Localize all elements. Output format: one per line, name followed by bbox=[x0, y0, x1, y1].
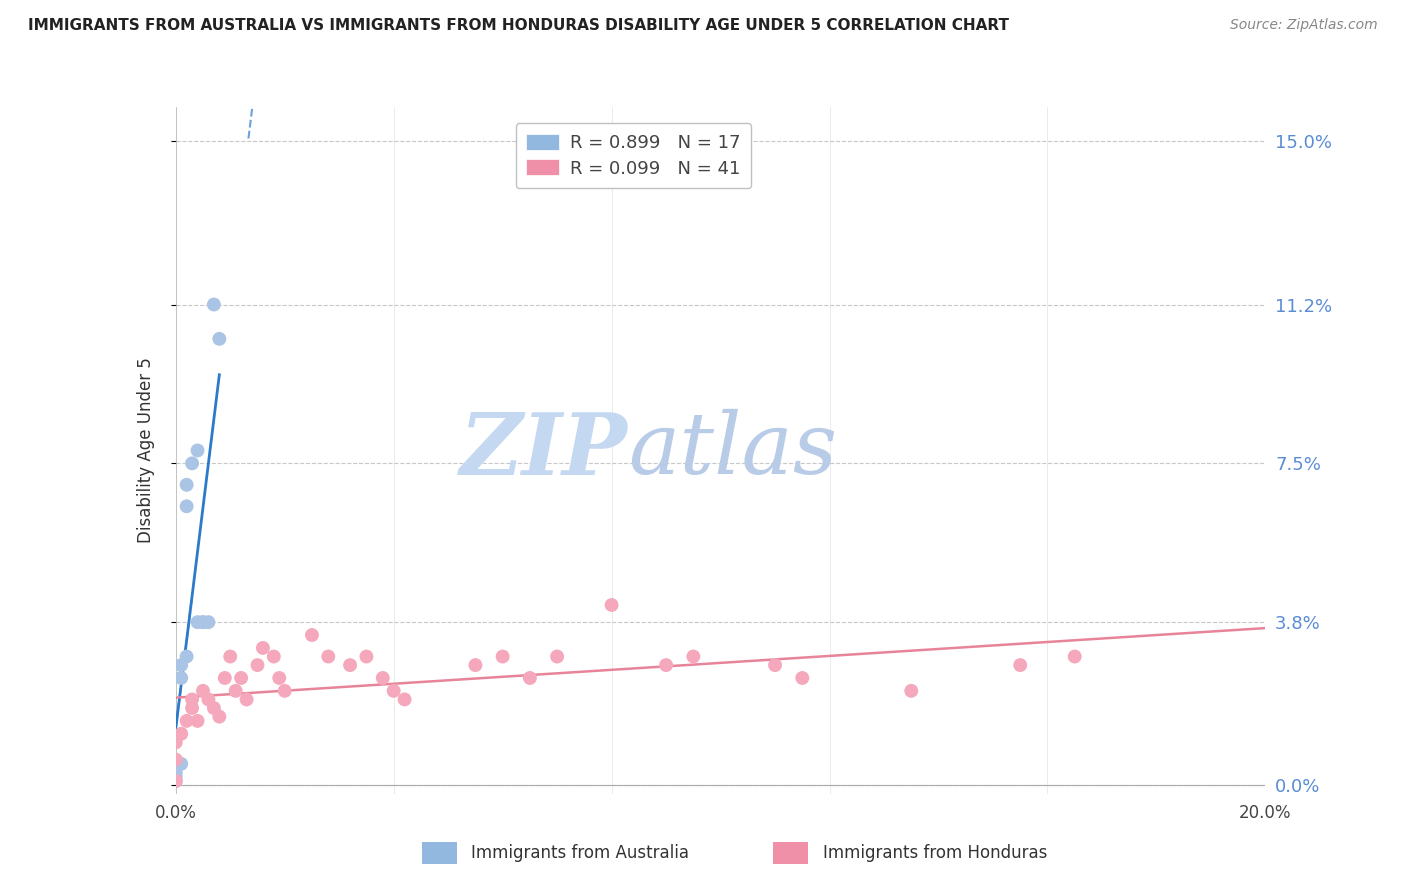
Point bbox=[246, 658, 269, 673]
Point bbox=[208, 709, 231, 723]
Point bbox=[186, 443, 209, 458]
Point bbox=[197, 615, 219, 630]
Point bbox=[170, 756, 193, 771]
Point bbox=[181, 701, 204, 715]
Point bbox=[208, 332, 231, 346]
Point bbox=[202, 297, 225, 311]
Point bbox=[269, 671, 291, 685]
Text: Immigrants from Honduras: Immigrants from Honduras bbox=[823, 844, 1047, 862]
Point bbox=[900, 683, 922, 698]
Point bbox=[165, 770, 187, 784]
Point bbox=[655, 658, 678, 673]
Point bbox=[170, 727, 193, 741]
Point bbox=[274, 683, 297, 698]
Point bbox=[176, 714, 198, 728]
Text: Source: ZipAtlas.com: Source: ZipAtlas.com bbox=[1230, 18, 1378, 32]
Point bbox=[225, 683, 247, 698]
Point bbox=[301, 628, 323, 642]
Point bbox=[318, 649, 340, 664]
Point bbox=[263, 649, 285, 664]
FancyBboxPatch shape bbox=[422, 842, 457, 863]
Point bbox=[339, 658, 361, 673]
Point bbox=[191, 615, 214, 630]
Text: ZIP: ZIP bbox=[460, 409, 628, 492]
Point bbox=[492, 649, 515, 664]
Point bbox=[186, 714, 209, 728]
Point bbox=[176, 649, 198, 664]
Point bbox=[165, 735, 187, 749]
Point bbox=[197, 692, 219, 706]
Point bbox=[165, 774, 187, 789]
Point bbox=[519, 671, 541, 685]
Point bbox=[170, 658, 193, 673]
Point bbox=[252, 640, 274, 655]
Point bbox=[371, 671, 394, 685]
Text: atlas: atlas bbox=[628, 409, 837, 491]
Point bbox=[176, 478, 198, 492]
Point bbox=[394, 692, 416, 706]
Point bbox=[235, 692, 257, 706]
Point bbox=[219, 649, 242, 664]
Text: IMMIGRANTS FROM AUSTRALIA VS IMMIGRANTS FROM HONDURAS DISABILITY AGE UNDER 5 COR: IMMIGRANTS FROM AUSTRALIA VS IMMIGRANTS … bbox=[28, 18, 1010, 33]
Point bbox=[682, 649, 704, 664]
Point bbox=[1063, 649, 1085, 664]
Point bbox=[600, 598, 623, 612]
Point bbox=[191, 615, 214, 630]
Point bbox=[382, 683, 405, 698]
Legend: R = 0.899   N = 17, R = 0.099   N = 41: R = 0.899 N = 17, R = 0.099 N = 41 bbox=[516, 123, 751, 188]
Point bbox=[356, 649, 378, 664]
Text: Immigrants from Australia: Immigrants from Australia bbox=[471, 844, 689, 862]
Y-axis label: Disability Age Under 5: Disability Age Under 5 bbox=[136, 358, 155, 543]
Point bbox=[231, 671, 253, 685]
Point bbox=[170, 671, 193, 685]
Point bbox=[214, 671, 236, 685]
Point bbox=[546, 649, 568, 664]
Point bbox=[186, 615, 209, 630]
FancyBboxPatch shape bbox=[773, 842, 808, 863]
Point bbox=[1010, 658, 1032, 673]
Point bbox=[165, 765, 187, 780]
Point bbox=[202, 701, 225, 715]
Point bbox=[165, 753, 187, 767]
Point bbox=[181, 692, 204, 706]
Point bbox=[763, 658, 786, 673]
Point bbox=[464, 658, 486, 673]
Point bbox=[176, 500, 198, 514]
Point bbox=[181, 456, 204, 470]
Point bbox=[165, 774, 187, 789]
Point bbox=[191, 683, 214, 698]
Point bbox=[792, 671, 814, 685]
